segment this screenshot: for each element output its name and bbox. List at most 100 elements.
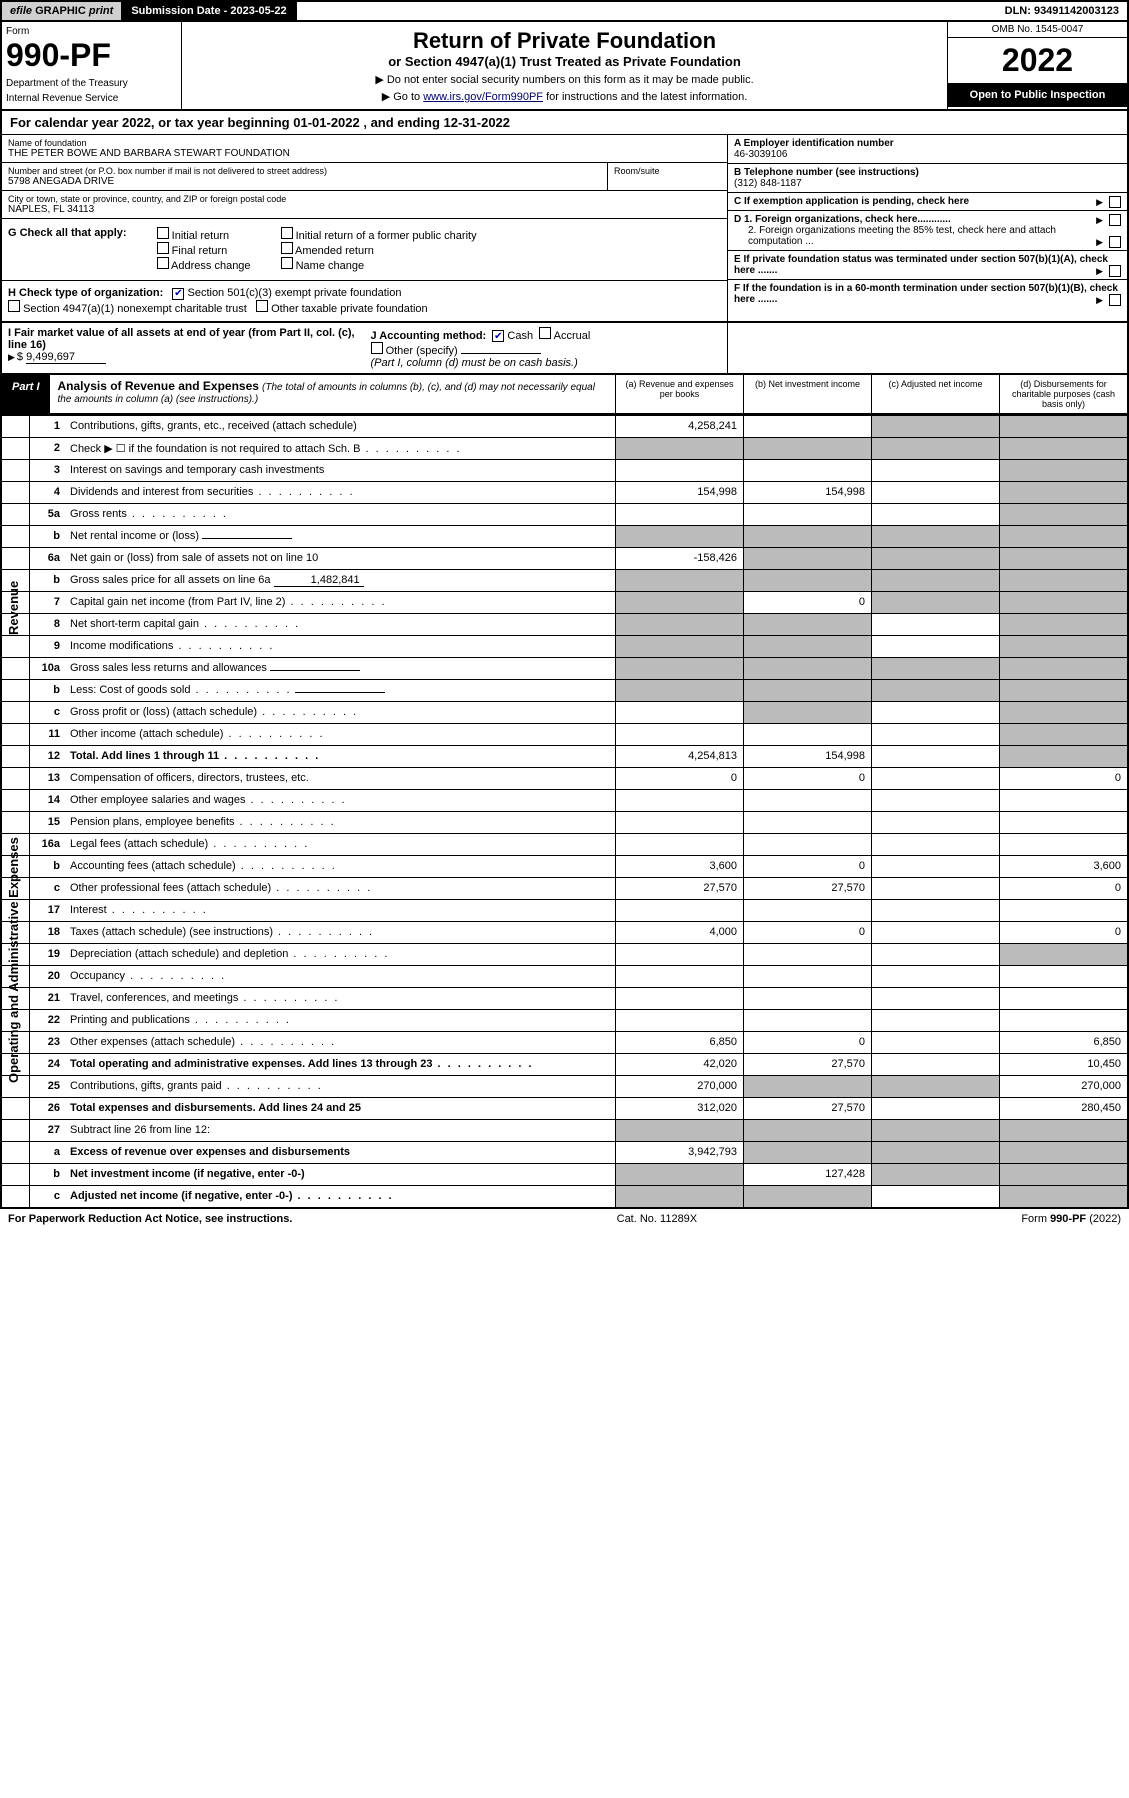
line-num: 21 (30, 988, 64, 1009)
line-desc: Contributions, gifts, grants, etc., rece… (64, 416, 615, 437)
line-num: c (30, 878, 64, 899)
line-3: 3 Interest on savings and temporary cash… (2, 459, 1127, 481)
part1-table: Revenue 1 Contributions, gifts, grants, … (0, 415, 1129, 1209)
d2-check[interactable] (1109, 236, 1121, 248)
line-desc: Subtract line 26 from line 12: (64, 1120, 615, 1141)
name-change-check[interactable] (281, 257, 293, 269)
line-17: 17 Interest (2, 899, 1127, 921)
e-label: E If private foundation status was termi… (734, 254, 1108, 276)
line-desc: Income modifications (64, 636, 615, 657)
line-desc: Gross sales price for all assets on line… (64, 570, 615, 591)
line-desc: Accounting fees (attach schedule) (64, 856, 615, 877)
line-desc: Gross rents (64, 504, 615, 525)
line-desc: Travel, conferences, and meetings (64, 988, 615, 1009)
e-check[interactable] (1109, 265, 1121, 277)
ein-label: A Employer identification number (734, 138, 1121, 149)
line-14: 14 Other employee salaries and wages (2, 789, 1127, 811)
amended-return-check[interactable] (281, 242, 293, 254)
line-num: 2 (30, 438, 64, 459)
footer-left: For Paperwork Reduction Act Notice, see … (8, 1213, 292, 1225)
footer-right: Form 990-PF (2022) (1021, 1213, 1121, 1225)
line-b: b Less: Cost of goods sold (2, 679, 1127, 701)
line-num: 26 (30, 1098, 64, 1119)
initial-return-check[interactable] (157, 227, 169, 239)
line-num: 23 (30, 1032, 64, 1053)
other-method-check[interactable] (371, 342, 383, 354)
address-change-check[interactable] (157, 257, 169, 269)
other-taxable-check[interactable] (256, 300, 268, 312)
line-b: b Net rental income or (loss) (2, 525, 1127, 547)
cash-check[interactable] (492, 330, 504, 342)
name-label: Name of foundation (8, 138, 721, 148)
line-desc: Other expenses (attach schedule) (64, 1032, 615, 1053)
h-label: H Check type of organization: (8, 287, 163, 299)
foundation-info: Name of foundation THE PETER BOWE AND BA… (0, 134, 1129, 323)
line-27: 27 Subtract line 26 from line 12: (2, 1119, 1127, 1141)
line-26: 26 Total expenses and disbursements. Add… (2, 1097, 1127, 1119)
form-label: Form (6, 26, 177, 37)
line-c: c Adjusted net income (if negative, ente… (2, 1185, 1127, 1207)
line-b: b Accounting fees (attach schedule) 3,60… (2, 855, 1127, 877)
line-num: 25 (30, 1076, 64, 1097)
line-23: 23 Other expenses (attach schedule) 6,85… (2, 1031, 1127, 1053)
part1-header: Part I Analysis of Revenue and Expenses … (0, 375, 1129, 415)
foundation-city: NAPLES, FL 34113 (8, 204, 721, 215)
line-num: c (30, 702, 64, 723)
line-16a: 16a Legal fees (attach schedule) (2, 833, 1127, 855)
line-20: 20 Occupancy (2, 965, 1127, 987)
line-desc: Adjusted net income (if negative, enter … (64, 1186, 615, 1207)
page-footer: For Paperwork Reduction Act Notice, see … (0, 1209, 1129, 1229)
line-num: 9 (30, 636, 64, 657)
form-header: Form 990-PF Department of the Treasury I… (0, 22, 1129, 111)
i-j-row: I Fair market value of all assets at end… (0, 323, 1129, 376)
irs-label: Internal Revenue Service (6, 93, 177, 104)
line-c: c Other professional fees (attach schedu… (2, 877, 1127, 899)
4947-check[interactable] (8, 300, 20, 312)
efile-badge[interactable]: efile GRAPHIC print (2, 2, 123, 20)
line-desc: Other income (attach schedule) (64, 724, 615, 745)
i-value: 9,499,697 (26, 351, 106, 364)
final-return-check[interactable] (157, 242, 169, 254)
irs-link[interactable]: www.irs.gov/Form990PF (423, 91, 543, 103)
line-4: 4 Dividends and interest from securities… (2, 481, 1127, 503)
d1-check[interactable] (1109, 214, 1121, 226)
line-desc: Interest (64, 900, 615, 921)
line-13: Operating and Administrative Expenses 13… (2, 767, 1127, 789)
line-1: Revenue 1 Contributions, gifts, grants, … (2, 415, 1127, 437)
omb-number: OMB No. 1545-0047 (948, 22, 1127, 38)
501c3-check[interactable] (172, 288, 184, 300)
instr-1: ▶ Do not enter social security numbers o… (188, 73, 941, 86)
phone-value: (312) 848-1187 (734, 178, 1121, 189)
line-desc: Dividends and interest from securities (64, 482, 615, 503)
j-label: J Accounting method: (371, 330, 487, 342)
line-num: 8 (30, 614, 64, 635)
form-subtitle: or Section 4947(a)(1) Trust Treated as P… (188, 54, 941, 69)
line-num: b (30, 1164, 64, 1185)
initial-former-check[interactable] (281, 227, 293, 239)
footer-mid: Cat. No. 11289X (617, 1213, 698, 1225)
line-b: b Gross sales price for all assets on li… (2, 569, 1127, 591)
line-21: 21 Travel, conferences, and meetings (2, 987, 1127, 1009)
line-7: 7 Capital gain net income (from Part IV,… (2, 591, 1127, 613)
line-19: 19 Depreciation (attach schedule) and de… (2, 943, 1127, 965)
f-check[interactable] (1109, 294, 1121, 306)
line-10a: 10a Gross sales less returns and allowan… (2, 657, 1127, 679)
line-c: c Gross profit or (loss) (attach schedul… (2, 701, 1127, 723)
line-desc: Gross sales less returns and allowances (64, 658, 615, 679)
expenses-side-label: Operating and Administrative Expenses (2, 768, 25, 1152)
line-8: 8 Net short-term capital gain (2, 613, 1127, 635)
line-desc: Taxes (attach schedule) (see instruction… (64, 922, 615, 943)
line-num: 14 (30, 790, 64, 811)
line-num: b (30, 856, 64, 877)
line-num: 19 (30, 944, 64, 965)
j-note: (Part I, column (d) must be on cash basi… (371, 357, 722, 369)
line-num: b (30, 526, 64, 547)
line-num: 3 (30, 460, 64, 481)
line-a: a Excess of revenue over expenses and di… (2, 1141, 1127, 1163)
line-22: 22 Printing and publications (2, 1009, 1127, 1031)
accrual-check[interactable] (539, 327, 551, 339)
col-d-header: (d) Disbursements for charitable purpose… (999, 375, 1127, 413)
line-desc: Net rental income or (loss) (64, 526, 615, 547)
line-desc: Excess of revenue over expenses and disb… (64, 1142, 615, 1163)
c-check[interactable] (1109, 196, 1121, 208)
